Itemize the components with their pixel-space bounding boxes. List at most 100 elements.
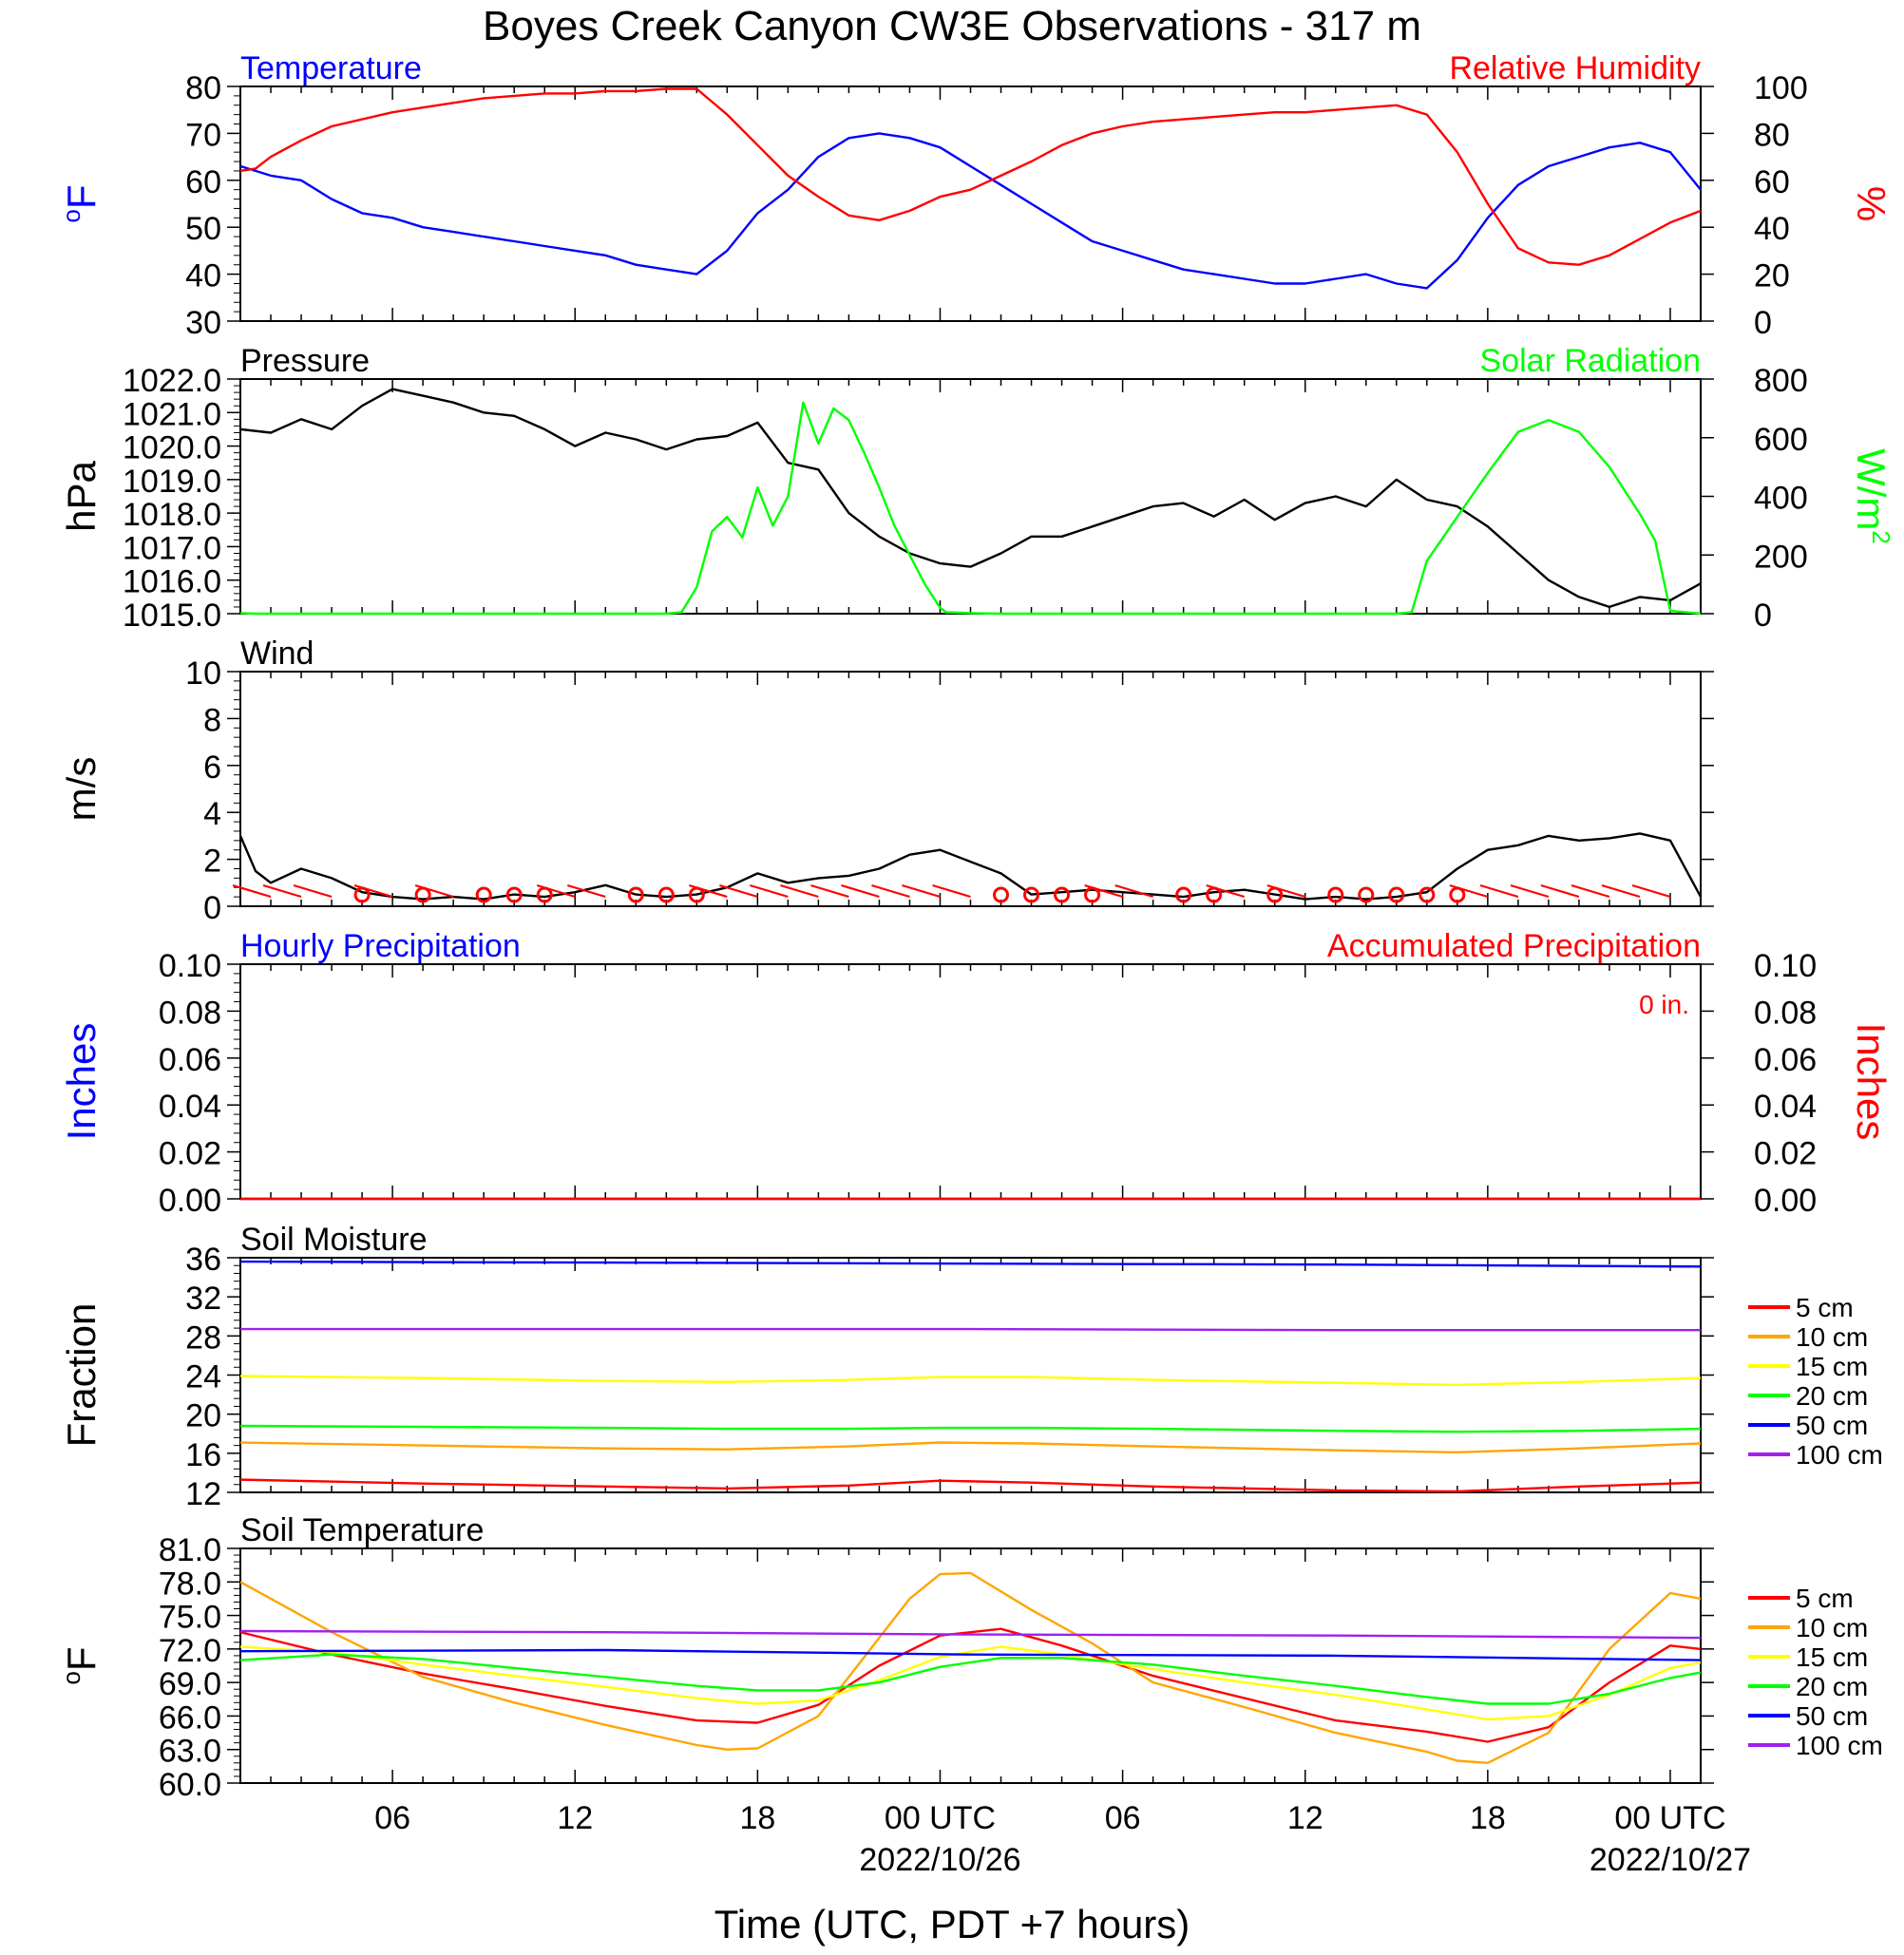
wind-calm-circle xyxy=(627,886,644,903)
wind-barb xyxy=(1206,883,1246,899)
panel-pressure-solar: 1015.01016.01017.01018.01019.01020.01021… xyxy=(59,343,1895,634)
legend-label: 10 cm xyxy=(1796,1613,1868,1642)
wind-barb xyxy=(932,883,971,899)
legend-label: 10 cm xyxy=(1796,1322,1868,1352)
y-tick-label-left: 50 xyxy=(185,211,221,247)
y-axis-label-right: Inches xyxy=(1849,1023,1894,1141)
series-10-cm xyxy=(239,1571,1702,1765)
y-tick-label-left: 28 xyxy=(185,1319,221,1356)
series-50-cm xyxy=(239,1648,1702,1661)
y-tick-label-left: 0.10 xyxy=(159,948,221,984)
y-tick-label-left: 6 xyxy=(203,750,221,786)
panel-title-right: Relative Humidity xyxy=(1449,50,1701,86)
series-20-cm xyxy=(239,1653,1702,1705)
wind-barb xyxy=(293,883,333,899)
y-tick-label-left: 0.00 xyxy=(159,1183,221,1219)
wind-barb xyxy=(536,883,576,899)
wind-barb xyxy=(750,883,789,899)
y-tick-label-left: 1019.0 xyxy=(123,464,221,500)
x-axis-label: Time (UTC, PDT +7 hours) xyxy=(714,1902,1190,1946)
y-tick-label-left: 66.0 xyxy=(159,1699,221,1736)
wind-barb xyxy=(262,883,302,899)
x-tick-label: 00 UTC xyxy=(1614,1800,1725,1836)
y-tick-label-right: 0.00 xyxy=(1754,1183,1817,1219)
y-tick-label-left: 0 xyxy=(203,890,221,926)
y-tick-label-right: 80 xyxy=(1754,117,1790,153)
y-tick-label-left: 60 xyxy=(185,164,221,200)
wind-barb xyxy=(1479,883,1519,899)
y-axis-label-left: hPa xyxy=(59,460,104,531)
wind-barb xyxy=(810,883,849,899)
y-axis-label-left: Inches xyxy=(59,1023,104,1141)
wind-calm-circle xyxy=(1023,886,1040,903)
y-tick-label-right: 200 xyxy=(1754,539,1808,575)
wind-barb xyxy=(871,883,910,899)
panel-title-left: Wind xyxy=(240,636,314,672)
series-5-cm xyxy=(239,1627,1702,1743)
panel-title-right: Solar Radiation xyxy=(1480,343,1701,379)
wind-calm-circle xyxy=(1418,886,1436,903)
wind-barb xyxy=(1631,883,1671,899)
y-tick-label-left: 4 xyxy=(203,796,221,832)
y-tick-label-left: 60.0 xyxy=(159,1767,221,1803)
wind-barb xyxy=(414,883,454,899)
legend-label: 50 cm xyxy=(1796,1701,1868,1731)
y-tick-label-left: 1017.0 xyxy=(123,530,221,566)
y-tick-label-left: 24 xyxy=(185,1359,221,1395)
y-tick-label-right: 0 xyxy=(1754,598,1772,634)
panel-title-left: Temperature xyxy=(240,50,422,86)
y-tick-label-right: 0.10 xyxy=(1754,948,1817,984)
y-tick-label-left: 16 xyxy=(185,1437,221,1473)
x-axis: 06 12 18 00 UTC 2022/10/26 06 12 18 00 UTC 2022/1… xyxy=(374,1800,1751,1878)
wind-barb xyxy=(353,883,393,899)
y-tick-label-right: 0 xyxy=(1754,305,1772,341)
panel-wind: 0 2 4 6 8 10 Wind m/s xyxy=(59,636,1714,926)
y-axis-label-right: % xyxy=(1849,186,1894,221)
y-tick-label-left: 72.0 xyxy=(159,1633,221,1669)
y-tick-label-left: 20 xyxy=(185,1398,221,1434)
y-tick-label-left: 75.0 xyxy=(159,1600,221,1636)
series-100-cm xyxy=(240,1327,1701,1332)
legend-label: 5 cm xyxy=(1796,1584,1854,1613)
y-tick-label-left: 80 xyxy=(185,70,221,106)
y-tick-label-right: 40 xyxy=(1754,211,1790,247)
panel-title-left: Pressure xyxy=(240,343,370,379)
y-tick-label-right: 600 xyxy=(1754,422,1808,458)
y-tick-label-left: 1018.0 xyxy=(123,497,221,533)
y-tick-label-left: 1022.0 xyxy=(123,363,221,399)
y-tick-label-right: 0.06 xyxy=(1754,1042,1817,1078)
y-tick-label-right: 0.02 xyxy=(1754,1136,1817,1172)
y-tick-label-left: 2 xyxy=(203,844,221,880)
y-tick-label-left: 0.06 xyxy=(159,1042,221,1078)
y-tick-label-left: 30 xyxy=(185,305,221,341)
legend-label: 15 cm xyxy=(1796,1352,1868,1381)
y-tick-label-left: 0.08 xyxy=(159,995,221,1031)
y-axis-label-left: oF xyxy=(57,184,104,222)
x-tick-label: 06 xyxy=(1105,1800,1141,1836)
panel-soil-temperature: 60.063.066.069.072.075.078.081.0 Soil Tem… xyxy=(57,1512,1883,1803)
wind-barb xyxy=(1084,883,1123,899)
wind-calm-circle xyxy=(1054,886,1071,903)
y-tick-label-left: 0.04 xyxy=(159,1089,221,1125)
legend-label: 15 cm xyxy=(1796,1642,1868,1672)
panel-title-left: Hourly Precipitation xyxy=(240,928,521,964)
y-tick-label-left: 40 xyxy=(185,258,221,294)
series-15-cm xyxy=(239,1645,1702,1721)
y-tick-label-left: 69.0 xyxy=(159,1666,221,1702)
y-tick-label-right: 0.04 xyxy=(1754,1089,1817,1125)
y-tick-label-right: 0.08 xyxy=(1754,995,1817,1031)
x-date-label: 2022/10/27 xyxy=(1590,1842,1751,1878)
y-tick-label-left: 1021.0 xyxy=(123,396,221,432)
y-axis-label-right: W/m2 xyxy=(1849,448,1895,544)
wind-barb xyxy=(1449,883,1489,899)
y-tick-label-left: 70 xyxy=(185,117,221,153)
wind-calm-circle xyxy=(993,886,1010,903)
wind-barb xyxy=(1571,883,1610,899)
y-tick-label-left: 8 xyxy=(203,702,221,738)
series-15-cm xyxy=(239,1375,1702,1387)
wind-calm-circle xyxy=(1175,886,1192,903)
panel-title-left: Soil Moisture xyxy=(240,1222,428,1258)
x-tick-label: 00 UTC xyxy=(885,1800,996,1836)
